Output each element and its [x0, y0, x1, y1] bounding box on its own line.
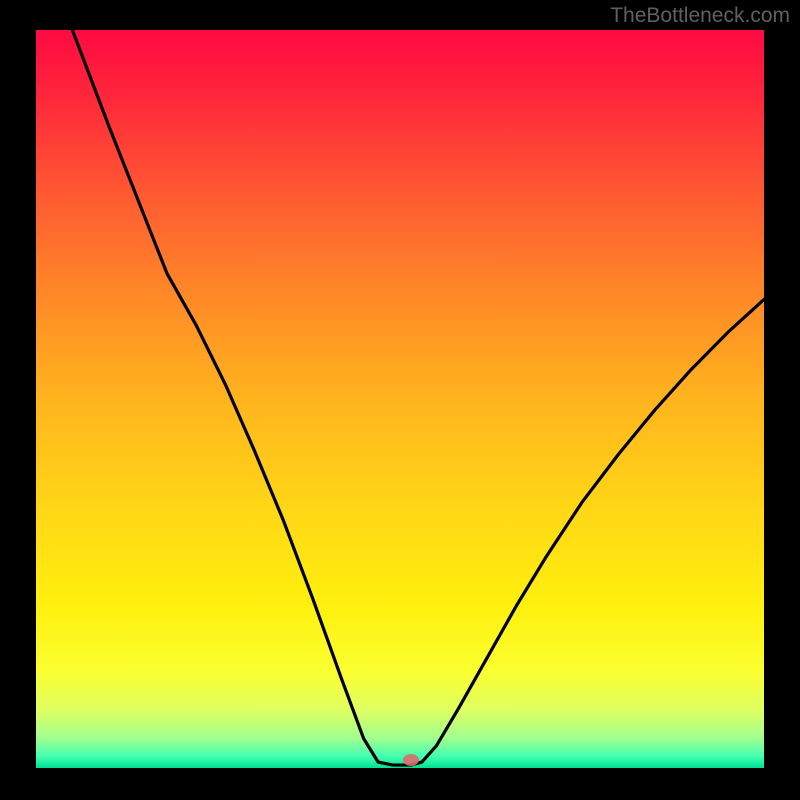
optimal-marker	[403, 754, 419, 766]
bottleneck-chart	[0, 0, 800, 800]
chart-container: TheBottleneck.com	[0, 0, 800, 800]
plot-background	[36, 30, 764, 768]
watermark-text: TheBottleneck.com	[610, 4, 790, 28]
